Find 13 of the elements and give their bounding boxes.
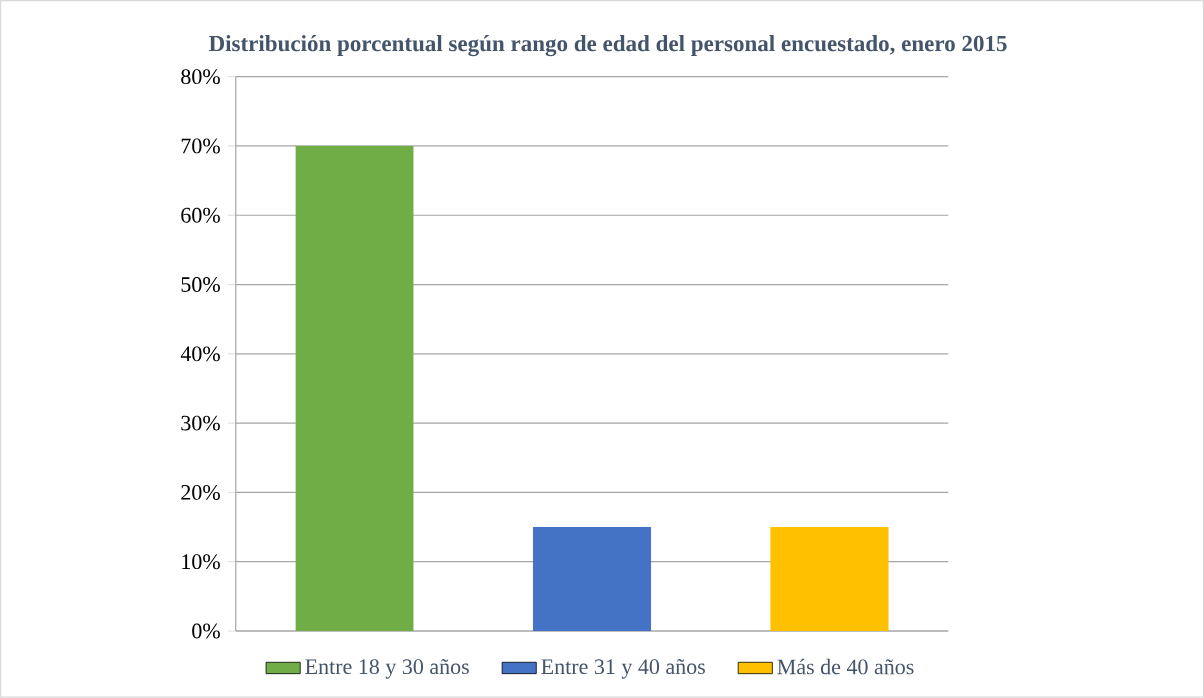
y-tick-label: 70% — [181, 138, 220, 154]
y-tick-label: 30% — [181, 415, 220, 431]
y-tick-label: 0% — [192, 623, 220, 639]
chart-title: Distribución porcentual según rango de edad del personal encuestado, enero 2015 — [208, 35, 1007, 57]
y-tick-label: 40% — [180, 346, 220, 362]
y-tick-label: 80% — [181, 69, 220, 85]
legend-label: Más de 40 años — [777, 659, 914, 675]
y-tick-label: 20% — [181, 485, 220, 501]
y-tick-label: 10% — [182, 554, 220, 570]
y-tick-label: 50% — [181, 277, 220, 293]
y-tick-label: 60% — [181, 207, 220, 223]
legend-label: Entre 31 y 40 años — [541, 659, 705, 679]
legend-label: Entre 18 y 30 años — [305, 659, 469, 679]
